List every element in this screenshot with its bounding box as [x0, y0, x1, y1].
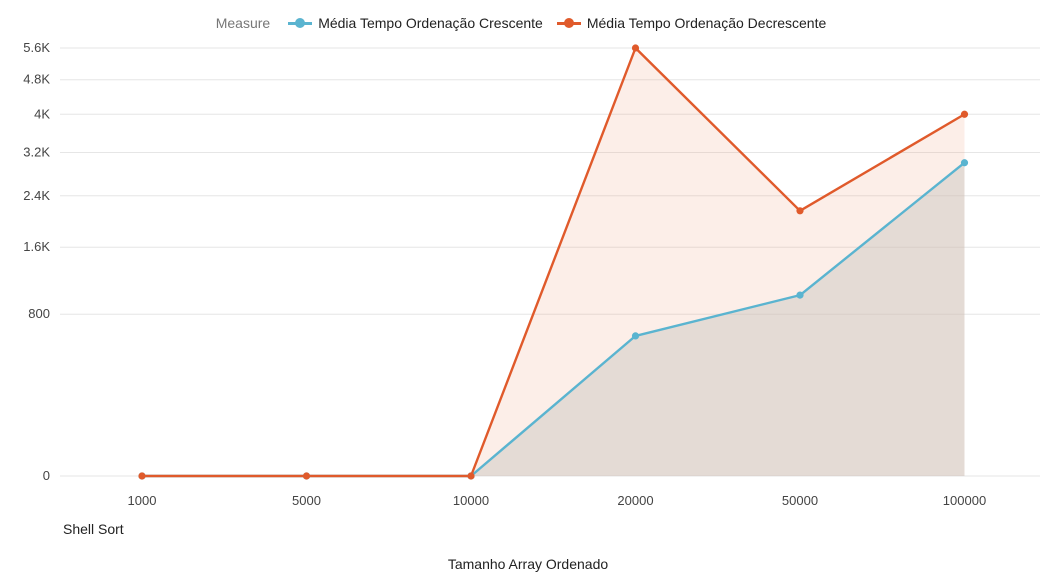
y-tick-label: 1.6K [23, 239, 50, 254]
gridlines [60, 47, 1040, 477]
data-point [467, 472, 475, 480]
data-point [138, 472, 146, 480]
legend-item-crescente[interactable]: Média Tempo Ordenação Crescente [288, 15, 543, 31]
x-tick-label: 5000 [292, 493, 321, 508]
legend-swatch-crescente [288, 17, 313, 29]
x-tick-label: 100000 [943, 493, 986, 508]
data-point [796, 207, 804, 215]
chart-subtitle: Shell Sort [63, 521, 124, 537]
legend-label-crescente: Média Tempo Ordenação Crescente [318, 15, 543, 31]
y-tick-label: 2.4K [23, 188, 50, 203]
chart-legend: Measure Média Tempo Ordenação Crescente … [0, 13, 1056, 33]
y-tick-label: 4.8K [23, 72, 50, 87]
x-axis-title: Tamanho Array Ordenado [447, 556, 609, 572]
x-tick-label: 20000 [617, 493, 653, 508]
y-tick-label: 800 [28, 306, 50, 321]
legend-swatch-decrescente [556, 17, 581, 29]
data-point [960, 110, 969, 118]
data-point [302, 472, 311, 480]
x-axis-ticks: 1000 5000 10000 20000 50000 100000 [128, 493, 987, 508]
legend-item-decrescente[interactable]: Média Tempo Ordenação Decrescente [556, 15, 827, 31]
y-tick-label: 5.6K [23, 40, 50, 55]
series-lines [142, 46, 966, 478]
y-tick-label: 0 [43, 468, 50, 483]
series-area [142, 162, 965, 476]
data-point [796, 291, 804, 299]
data-point [960, 159, 969, 167]
y-tick-label: 3.2K [23, 144, 50, 159]
x-tick-label: 1000 [128, 493, 157, 508]
legend-title: Measure [215, 15, 271, 31]
data-point [631, 44, 640, 52]
legend-label-decrescente: Média Tempo Ordenação Decrescente [586, 15, 827, 31]
y-axis-ticks: 0 800 1.6K 2.4K 3.2K 4K 4.8K 5.6K [23, 40, 50, 483]
x-tick-label: 50000 [782, 493, 818, 508]
series-line [142, 46, 966, 478]
x-tick-label: 10000 [453, 493, 489, 508]
data-point [631, 332, 640, 340]
y-tick-label: 4K [34, 106, 50, 121]
series-points [138, 44, 969, 480]
